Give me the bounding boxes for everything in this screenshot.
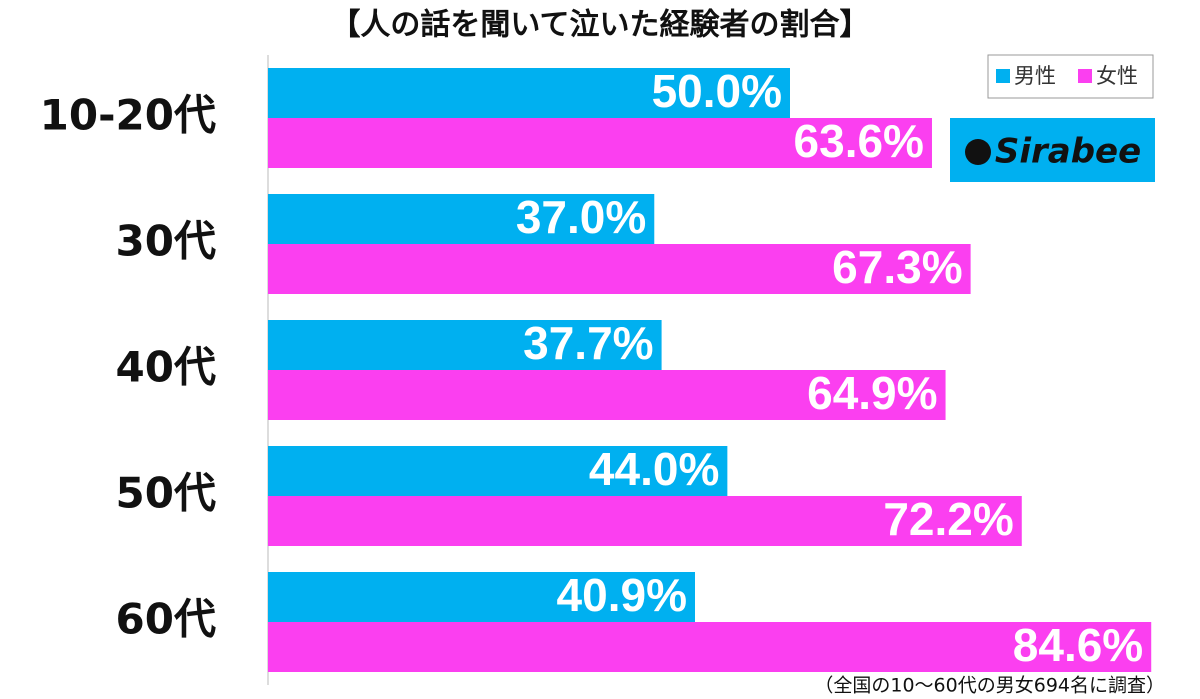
bar xyxy=(268,118,932,168)
value-label: 37.7% xyxy=(523,317,653,369)
bar xyxy=(268,194,655,244)
bar xyxy=(268,446,728,496)
bar xyxy=(268,244,971,294)
value-label: 72.2% xyxy=(883,493,1013,545)
y-tick-label: 10-20代 xyxy=(40,91,216,140)
value-label: 37.0% xyxy=(516,191,646,243)
chart-title: 【人の話を聞いて泣いた経験者の割合】 xyxy=(330,8,869,43)
bar xyxy=(268,572,695,622)
y-tick-label: 30代 xyxy=(116,217,216,266)
footnote: （全国の10～60代の男女694名に調査） xyxy=(814,675,1165,697)
value-label: 63.6% xyxy=(794,115,924,167)
y-tick-label: 40代 xyxy=(116,343,216,392)
value-label: 67.3% xyxy=(832,241,962,293)
legend-swatch xyxy=(996,69,1010,83)
bar xyxy=(268,370,946,420)
y-tick-label: 50代 xyxy=(116,469,216,518)
logo-icon xyxy=(965,139,991,165)
legend-label: 女性 xyxy=(1096,64,1138,88)
value-label: 50.0% xyxy=(652,65,782,117)
bar xyxy=(268,622,1152,672)
bar xyxy=(268,496,1022,546)
logo-text: Sirabee xyxy=(995,132,1141,172)
legend-swatch xyxy=(1078,69,1092,83)
value-label: 64.9% xyxy=(807,367,937,419)
value-label: 40.9% xyxy=(557,569,687,621)
bar xyxy=(268,68,790,118)
value-label: 44.0% xyxy=(589,443,719,495)
bar xyxy=(268,320,662,370)
value-label: 84.6% xyxy=(1013,619,1143,671)
legend-box xyxy=(987,54,1154,99)
legend-label: 男性 xyxy=(1014,64,1056,88)
y-tick-label: 60代 xyxy=(116,595,216,644)
